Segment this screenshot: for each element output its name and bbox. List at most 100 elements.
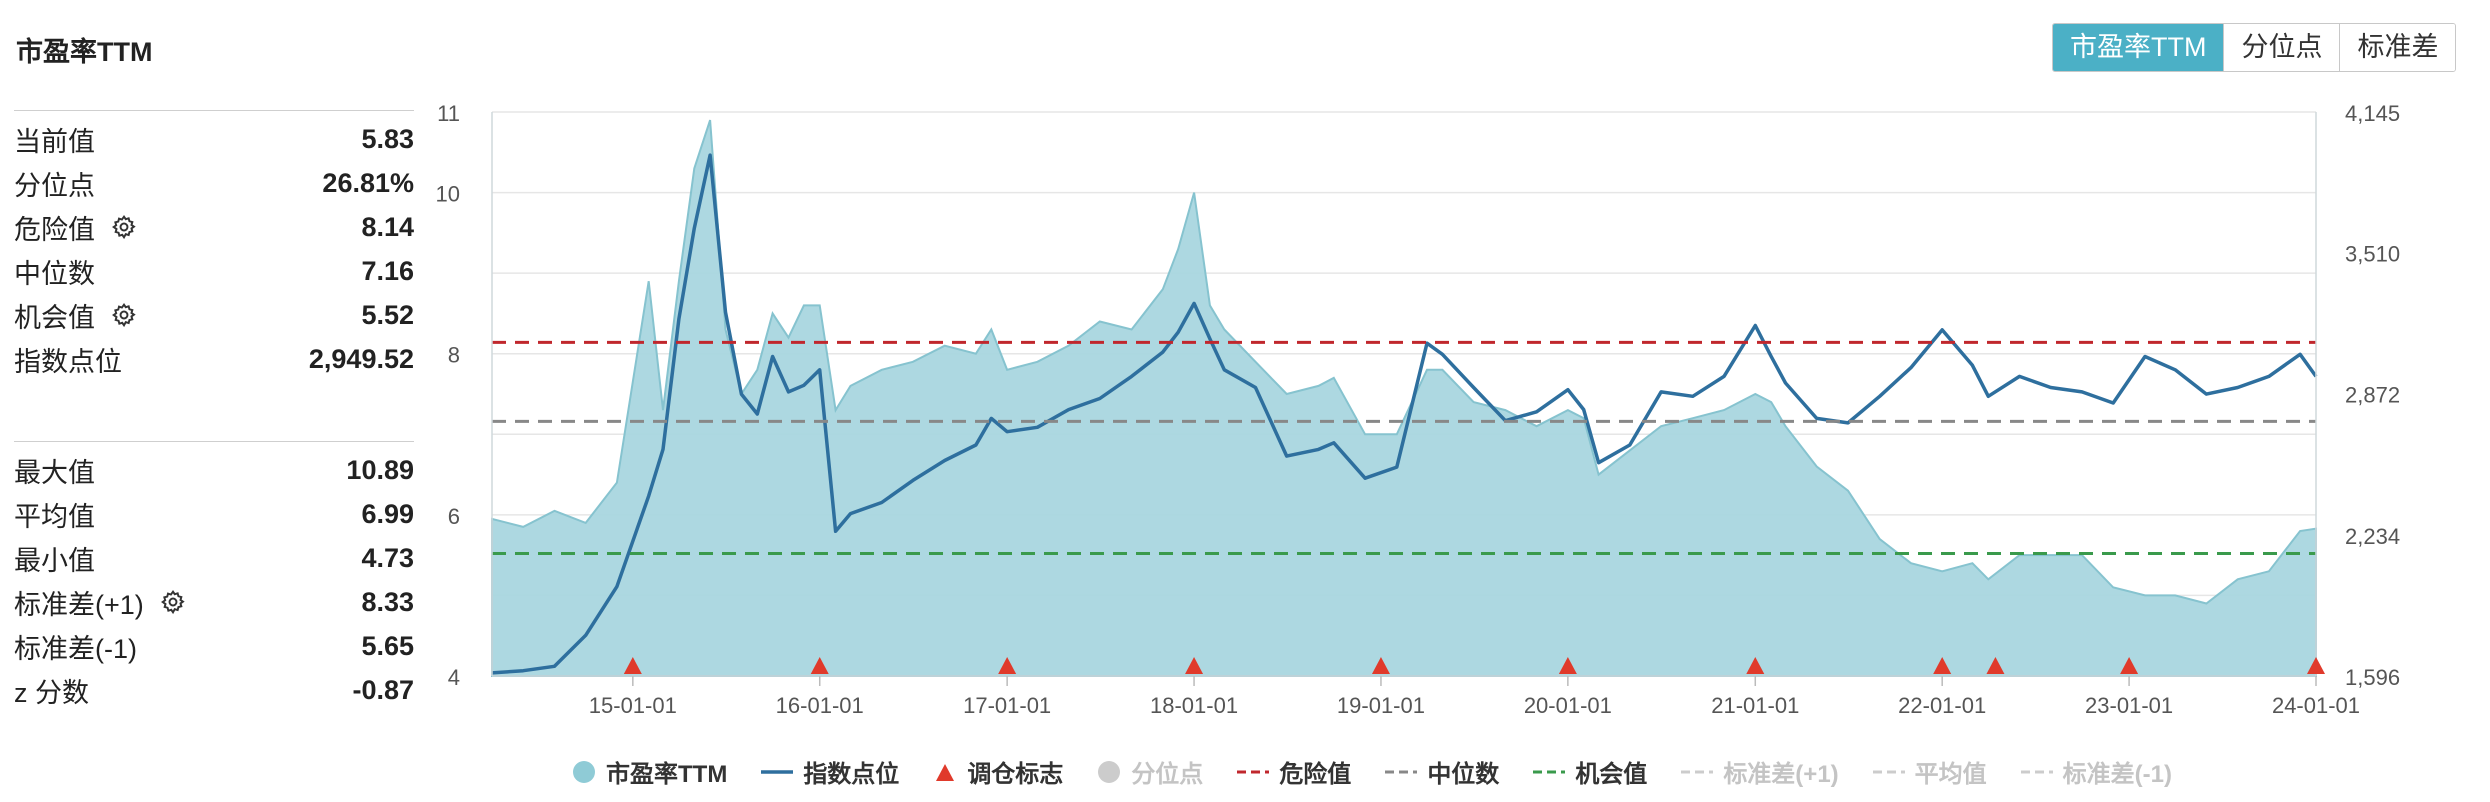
legend-circle-icon bbox=[1098, 760, 1121, 783]
legend-dash-icon bbox=[1533, 770, 1566, 773]
stat-value: 2,949.52 bbox=[308, 343, 414, 374]
pe-ttm-area bbox=[491, 119, 2317, 677]
stat-label-text: 标准差(-1) bbox=[14, 633, 137, 664]
rebalance-marker bbox=[810, 657, 829, 674]
stat-label: 最小值 bbox=[14, 539, 95, 578]
stat-value: 6.99 bbox=[361, 498, 414, 529]
stat-label-text: 标准差(+1) bbox=[14, 589, 144, 620]
x-tick: 22-01-01 bbox=[1898, 693, 1986, 718]
stat-label: 危险值 bbox=[14, 208, 137, 247]
stat-value: 26.81% bbox=[322, 167, 414, 198]
x-tick: 21-01-01 bbox=[1711, 693, 1799, 718]
stat-label-text: 分位点 bbox=[14, 170, 95, 201]
y-right-tick: 4,145 bbox=[2345, 101, 2400, 126]
stat-label: 标准差(+1) bbox=[14, 583, 186, 622]
legend-item[interactable]: 调仓标志 bbox=[933, 754, 1063, 789]
x-tick: 17-01-01 bbox=[963, 693, 1051, 718]
stats-bottom-group: 最大值 10.89 平均值 6.99 最小值 4.73 标准差(+1) 8.33 标准差(-1)… bbox=[14, 448, 414, 712]
stat-row: 标准差(+1) 8.33 bbox=[14, 580, 414, 624]
rebalance-marker bbox=[998, 657, 1017, 674]
legend-circle-icon bbox=[573, 760, 595, 783]
y-left-tick: 8 bbox=[448, 343, 460, 368]
legend-label: 标准差(+1) bbox=[1723, 761, 1839, 788]
stat-row: 当前值 5.83 bbox=[14, 117, 414, 161]
stat-row: 危险值 8.14 bbox=[14, 205, 414, 249]
x-tick: 16-01-01 bbox=[776, 693, 864, 718]
legend-label: 中位数 bbox=[1427, 761, 1500, 788]
percentile-button[interactable]: 分位点 bbox=[2223, 24, 2340, 71]
legend-label: 分位点 bbox=[1131, 761, 1204, 788]
legend-label: 危险值 bbox=[1279, 761, 1352, 788]
stat-label-text: 最小值 bbox=[14, 545, 95, 576]
legend-dash-icon bbox=[1385, 770, 1418, 773]
stat-label: 中位数 bbox=[14, 252, 95, 291]
legend-item[interactable]: 标准差(+1) bbox=[1681, 754, 1839, 789]
legend-triangle-icon bbox=[936, 763, 955, 781]
stat-label-text: 指数点位 bbox=[14, 346, 122, 377]
pe-ttm-button[interactable]: 市盈率TTM bbox=[2053, 24, 2224, 71]
stat-label-text: z 分数 bbox=[14, 677, 90, 708]
stat-row: 分位点 26.81% bbox=[14, 161, 414, 205]
page-title: 市盈率TTM bbox=[16, 37, 153, 67]
y-right-tick: 2,872 bbox=[2345, 383, 2400, 408]
y-right-tick: 1,596 bbox=[2345, 665, 2400, 690]
stat-label: 标准差(-1) bbox=[14, 627, 137, 666]
legend-label: 调仓标志 bbox=[967, 761, 1064, 788]
stat-label-text: 中位数 bbox=[14, 258, 95, 289]
stat-value: 4.73 bbox=[361, 542, 414, 573]
x-tick: 15-01-01 bbox=[589, 693, 677, 718]
y-left-tick: 11 bbox=[437, 101, 460, 126]
metric-toggle: 市盈率TTM 分位点 标准差 bbox=[2052, 23, 2457, 72]
stat-label-text: 最大值 bbox=[14, 457, 95, 488]
stat-row: 最大值 10.89 bbox=[14, 448, 414, 492]
stat-value: 10.89 bbox=[346, 454, 414, 485]
stat-label: 最大值 bbox=[14, 451, 95, 490]
stat-value: 5.65 bbox=[361, 630, 414, 661]
stat-value: 8.14 bbox=[361, 211, 414, 242]
y-right-tick: 2,234 bbox=[2345, 524, 2400, 549]
stat-label: 机会值 bbox=[14, 296, 137, 335]
std-dev-button[interactable]: 标准差 bbox=[2339, 24, 2456, 71]
legend-item[interactable]: 市盈率TTM bbox=[572, 754, 727, 789]
rebalance-marker bbox=[1558, 657, 1577, 674]
stat-row: 中位数 7.16 bbox=[14, 249, 414, 293]
x-tick: 24-01-01 bbox=[2272, 693, 2360, 718]
legend-item[interactable]: 中位数 bbox=[1385, 754, 1499, 789]
x-tick: 18-01-01 bbox=[1150, 693, 1238, 718]
legend-label: 机会值 bbox=[1575, 761, 1648, 788]
stat-row: 平均值 6.99 bbox=[14, 492, 414, 536]
index-line bbox=[491, 153, 2318, 675]
stat-label-text: 平均值 bbox=[14, 501, 95, 532]
rebalance-marker bbox=[1986, 657, 2005, 674]
stat-value: 5.83 bbox=[361, 123, 414, 154]
legend-dash-icon bbox=[1872, 770, 1905, 773]
chart-legend: 市盈率TTM 指数点位 调仓标志 分位点 危险值 中位数 机会值 标准差(+1) 平均值 标准差(… bbox=[572, 754, 2206, 789]
stats-panel: 当前值 5.83 分位点 26.81% 危险值 8.14 中位数 7.16 机会值 5.52 指数点… bbox=[14, 110, 414, 712]
gear-icon[interactable] bbox=[111, 214, 137, 240]
rebalance-marker bbox=[1371, 657, 1390, 674]
stat-row: z 分数 -0.87 bbox=[14, 668, 414, 712]
x-tick: 19-01-01 bbox=[1337, 693, 1425, 718]
legend-dash-icon bbox=[1681, 770, 1714, 773]
stat-label-text: 当前值 bbox=[14, 126, 95, 157]
legend-item[interactable]: 危险值 bbox=[1237, 754, 1351, 789]
legend-dash-icon bbox=[2020, 770, 2053, 773]
legend-item[interactable]: 标准差(-1) bbox=[2020, 754, 2172, 789]
stat-label: 指数点位 bbox=[14, 340, 122, 379]
legend-item[interactable]: 指数点位 bbox=[761, 754, 899, 789]
gear-icon[interactable] bbox=[111, 302, 137, 328]
stat-value: 5.52 bbox=[361, 299, 414, 330]
legend-item[interactable]: 平均值 bbox=[1872, 754, 1987, 789]
stats-divider bbox=[14, 110, 414, 111]
stat-label: z 分数 bbox=[14, 671, 89, 710]
y-right-tick: 3,510 bbox=[2345, 242, 2400, 267]
legend-label: 指数点位 bbox=[803, 761, 900, 788]
gear-icon[interactable] bbox=[160, 589, 186, 615]
stat-value: 8.33 bbox=[361, 586, 414, 617]
legend-item[interactable]: 机会值 bbox=[1533, 754, 1647, 789]
stats-divider bbox=[14, 441, 414, 442]
legend-item[interactable]: 分位点 bbox=[1097, 754, 1203, 789]
rebalance-marker bbox=[1185, 657, 1204, 674]
stat-row: 标准差(-1) 5.65 bbox=[14, 624, 414, 668]
